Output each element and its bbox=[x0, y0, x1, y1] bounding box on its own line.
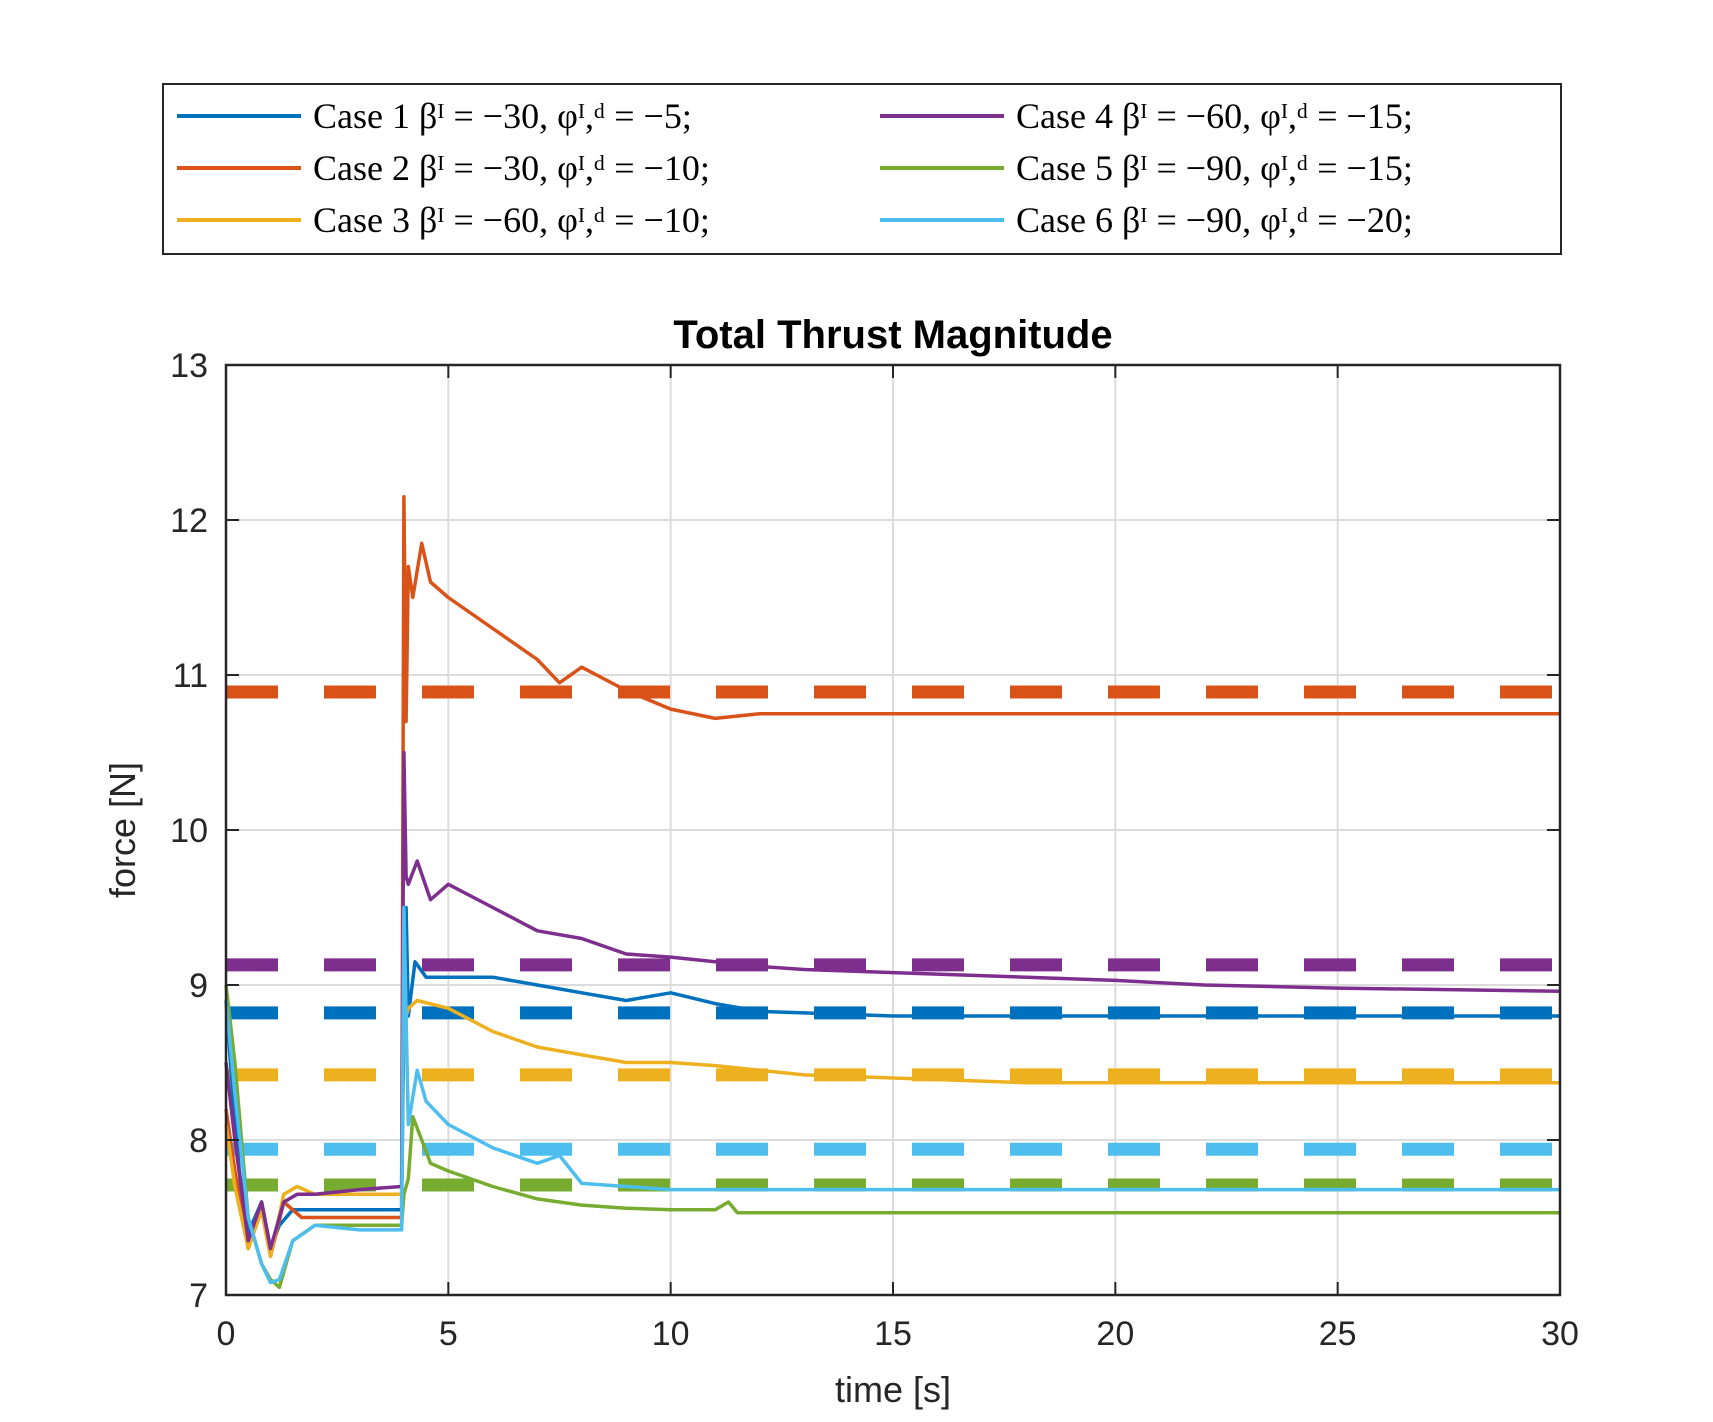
x-tick-label: 15 bbox=[874, 1315, 912, 1353]
legend-label-case-6: Case 6 βᴵ = −90, φᴵ,ᵈ = −20; bbox=[1016, 200, 1413, 240]
legend-label-case-2: Case 2 βᴵ = −30, φᴵ,ᵈ = −10; bbox=[313, 148, 710, 188]
legend-label-case-5: Case 5 βᴵ = −90, φᴵ,ᵈ = −15; bbox=[1016, 148, 1413, 188]
legend-label-case-4: Case 4 βᴵ = −60, φᴵ,ᵈ = −15; bbox=[1016, 96, 1413, 136]
legend-box bbox=[162, 83, 1562, 255]
y-tick-label: 7 bbox=[189, 1277, 208, 1315]
y-tick-label: 11 bbox=[173, 657, 208, 695]
y-tick-label: 9 bbox=[189, 967, 208, 1005]
y-tick-label: 13 bbox=[170, 347, 208, 385]
legend-label-case-3: Case 3 βᴵ = −60, φᴵ,ᵈ = −10; bbox=[313, 200, 710, 240]
legend: Case 1 βᴵ = −30, φᴵ,ᵈ = −5; Case 2 βᴵ = −… bbox=[177, 96, 1413, 240]
y-axis-label: force [N] bbox=[102, 762, 143, 898]
reference-lines bbox=[226, 685, 1560, 1192]
y-tick-label: 8 bbox=[189, 1122, 208, 1160]
series-line-case-5 bbox=[224, 984, 1560, 1290]
x-axis-label: time [s] bbox=[835, 1369, 951, 1410]
series-lines bbox=[224, 495, 1561, 1290]
x-tick-label: 25 bbox=[1319, 1315, 1357, 1353]
y-tick-label: 12 bbox=[170, 502, 208, 540]
y-tick-label: 10 bbox=[170, 812, 208, 850]
x-tick-label: 0 bbox=[217, 1315, 236, 1353]
x-tick-label: 30 bbox=[1541, 1315, 1579, 1353]
series-line-case-6 bbox=[224, 905, 1560, 1285]
x-tick-label: 10 bbox=[652, 1315, 690, 1353]
x-tick-label: 5 bbox=[439, 1315, 458, 1353]
grid bbox=[226, 365, 1560, 1295]
chart-title: Total Thrust Magnitude bbox=[673, 313, 1112, 357]
legend-label-case-1: Case 1 βᴵ = −30, φᴵ,ᵈ = −5; bbox=[313, 96, 692, 136]
ticks: 0 5 10 15 20 25 30 7 8 9 10 11 12 13 bbox=[170, 347, 1579, 1353]
series-line-case-4 bbox=[224, 750, 1561, 1251]
x-tick-label: 20 bbox=[1096, 1315, 1134, 1353]
